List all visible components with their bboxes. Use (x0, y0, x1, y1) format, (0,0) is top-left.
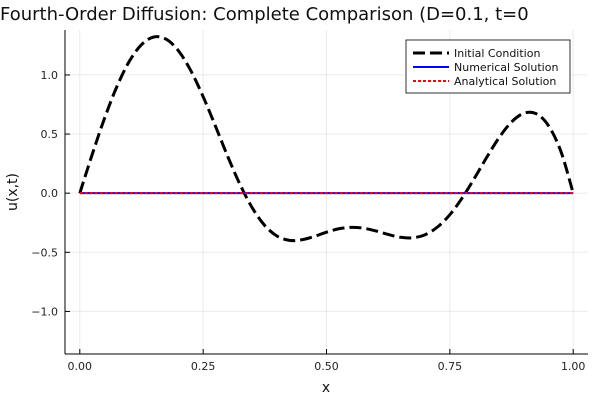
y-tick-label: −1.0 (31, 305, 58, 318)
series (78, 35, 575, 243)
y-axis-title: u(x,t) (5, 173, 21, 211)
legend-label-numerical-solution: Numerical Solution (454, 61, 558, 74)
x-tick-label: 0.50 (314, 360, 339, 373)
y-tick-label: 1.0 (41, 69, 59, 82)
chart-title: Fourth-Order Diffusion: Complete Compari… (0, 4, 529, 25)
y-tick-label: −0.5 (31, 246, 58, 259)
series-line-initial-condition (78, 35, 575, 243)
legend-label-analytical-solution: Analytical Solution (454, 75, 556, 88)
legend: Initial Condition Numerical Solution Ana… (405, 39, 571, 94)
x-tick-label: 1.00 (561, 360, 586, 373)
y-tick-label: 0.5 (41, 128, 59, 141)
x-tick-label: 0.00 (68, 360, 93, 373)
x-axis-title: x (322, 380, 330, 396)
y-tick-label: 0.0 (41, 187, 59, 200)
x-tick-label: 0.25 (191, 360, 216, 373)
ticks: 0.00 0.25 0.50 0.75 1.00 −1.0 −0.5 0.0 0.5 1.0 (31, 69, 585, 373)
x-tick-label: 0.75 (438, 360, 463, 373)
legend-label-initial-condition: Initial Condition (454, 47, 540, 60)
